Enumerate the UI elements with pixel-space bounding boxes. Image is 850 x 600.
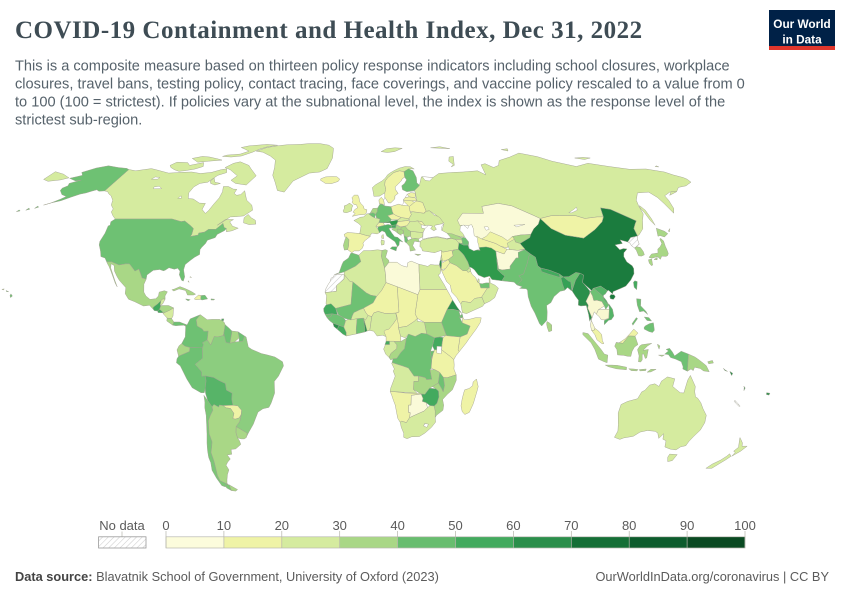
svg-text:50: 50 [448,518,462,533]
svg-text:90: 90 [680,518,694,533]
svg-text:0: 0 [162,518,169,533]
svg-text:60: 60 [506,518,520,533]
svg-text:70: 70 [564,518,578,533]
svg-text:30: 30 [332,518,346,533]
svg-text:This is a composite measure ba: This is a composite measure based on thi… [15,59,730,75]
svg-text:Data source: Blavatnik School: Data source: Blavatnik School of Governm… [15,569,439,584]
svg-text:10: 10 [217,518,231,533]
svg-text:strictest sub-region.: strictest sub-region. [15,113,142,129]
svg-text:No data: No data [99,518,145,533]
svg-text:to 100 (100 = strictest). If p: to 100 (100 = strictest). If policies va… [15,95,725,111]
svg-text:80: 80 [622,518,636,533]
svg-text:20: 20 [275,518,289,533]
svg-text:OurWorldInData.org/coronavirus: OurWorldInData.org/coronavirus | CC BY [595,569,829,584]
svg-text:closures, travel bans, testing: closures, travel bans, testing policy, c… [15,77,745,93]
svg-text:in Data: in Data [782,33,822,47]
svg-text:100: 100 [734,518,756,533]
svg-text:COVID-19 Containment and Healt: COVID-19 Containment and Health Index, D… [15,17,643,44]
svg-text:Our World: Our World [773,17,830,31]
svg-text:40: 40 [390,518,404,533]
